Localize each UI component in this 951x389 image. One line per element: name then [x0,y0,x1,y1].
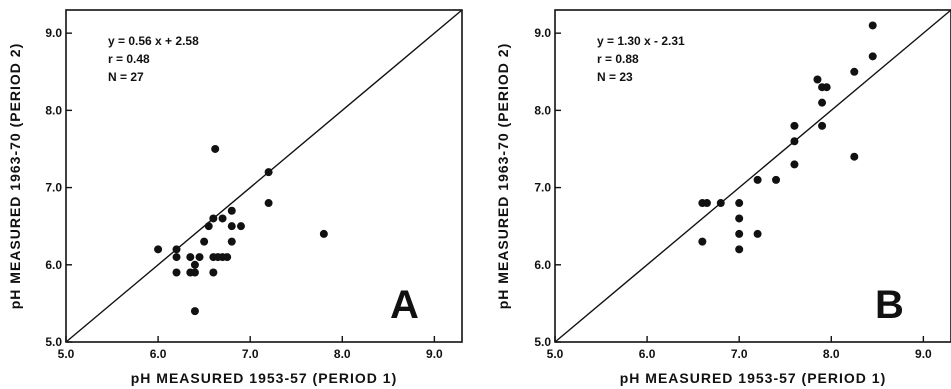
data-point [850,152,859,161]
data-point [227,237,236,246]
regression-stat: N = 27 [108,70,144,84]
x-tick-label: 9.0 [915,347,932,361]
x-tick-label: 7.0 [731,347,748,361]
regression-stat: r = 0.48 [108,52,150,66]
x-tick-label: 5.0 [547,347,564,361]
data-point [818,98,827,107]
data-point [204,222,213,231]
y-tick-label: 5.0 [534,335,551,349]
y-tick-label: 5.0 [45,335,62,349]
y-tick-label: 7.0 [45,181,62,195]
data-point [319,229,328,238]
data-point [264,168,273,177]
data-point [735,229,744,238]
x-tick-label: 7.0 [242,347,259,361]
y-axis-label: pH MEASURED 1963-70 (PERIOD 2) [495,43,511,310]
data-point [200,237,209,246]
panel-a: 5.0 6.0 7.0 8.0 9.0 5.0 6.0 7.0 8.0 9.0 pH MEASURE… [7,9,463,386]
data-point [209,268,218,277]
x-tick-label: 6.0 [150,347,167,361]
data-point [753,175,762,184]
data-point [735,199,744,208]
data-point [813,75,822,84]
data-point [211,144,220,153]
y-tick-label: 6.0 [534,258,551,272]
regression-stat: r = 0.88 [597,52,639,66]
data-point [172,253,181,262]
data-point [186,253,195,262]
plot-frame [554,9,951,343]
data-point [195,253,204,262]
data-point [190,307,199,316]
data-point [772,175,781,184]
data-point [227,222,236,231]
plot-frame [65,9,463,343]
x-tick-label: 9.0 [426,347,443,361]
y-tick-label: 8.0 [45,103,62,117]
data-point [868,21,877,30]
data-point [790,121,799,130]
data-point [264,199,273,208]
y-tick-label: 6.0 [45,258,62,272]
x-axis-label: pH MEASURED 1953-57 (PERIOD 1) [131,370,398,386]
x-axis-label: pH MEASURED 1953-57 (PERIOD 1) [620,370,887,386]
data-point [735,245,744,254]
data-point [154,245,163,254]
y-tick-label: 9.0 [45,26,62,40]
panel-letter: A [390,283,419,327]
x-tick-label: 8.0 [823,347,840,361]
data-point [190,268,199,277]
reference-line [554,9,951,343]
reference-line [65,9,463,343]
x-tick-label: 6.0 [639,347,656,361]
x-tick-label: 5.0 [58,347,75,361]
y-tick-label: 9.0 [534,26,551,40]
data-point [218,214,227,223]
data-point [753,229,762,238]
data-point [790,137,799,146]
y-tick-label: 8.0 [534,103,551,117]
data-point [790,160,799,169]
data-point [223,253,232,262]
data-point [822,83,831,92]
panel-letter: B [875,283,904,327]
data-point [236,222,245,231]
data-point [716,199,725,208]
data-point [172,268,181,277]
data-point [818,121,827,130]
y-axis-label: pH MEASURED 1963-70 (PERIOD 2) [7,43,23,310]
data-point [850,67,859,76]
data-point [735,214,744,223]
regression-stat: y = 1.30 x - 2.31 [597,34,685,48]
regression-stat: N = 23 [597,70,633,84]
data-point [702,199,711,208]
panel-b: 5.0 6.0 7.0 8.0 9.0 5.0 6.0 7.0 8.0 9.0 pH MEASURE… [495,9,951,386]
data-point [190,260,199,269]
data-point [698,237,707,246]
regression-stat: y = 0.56 x + 2.58 [108,34,199,48]
data-point [172,245,181,254]
x-tick-label: 8.0 [334,347,351,361]
y-tick-label: 7.0 [534,181,551,195]
data-point [209,214,218,223]
data-point [227,206,236,215]
data-point [868,52,877,61]
